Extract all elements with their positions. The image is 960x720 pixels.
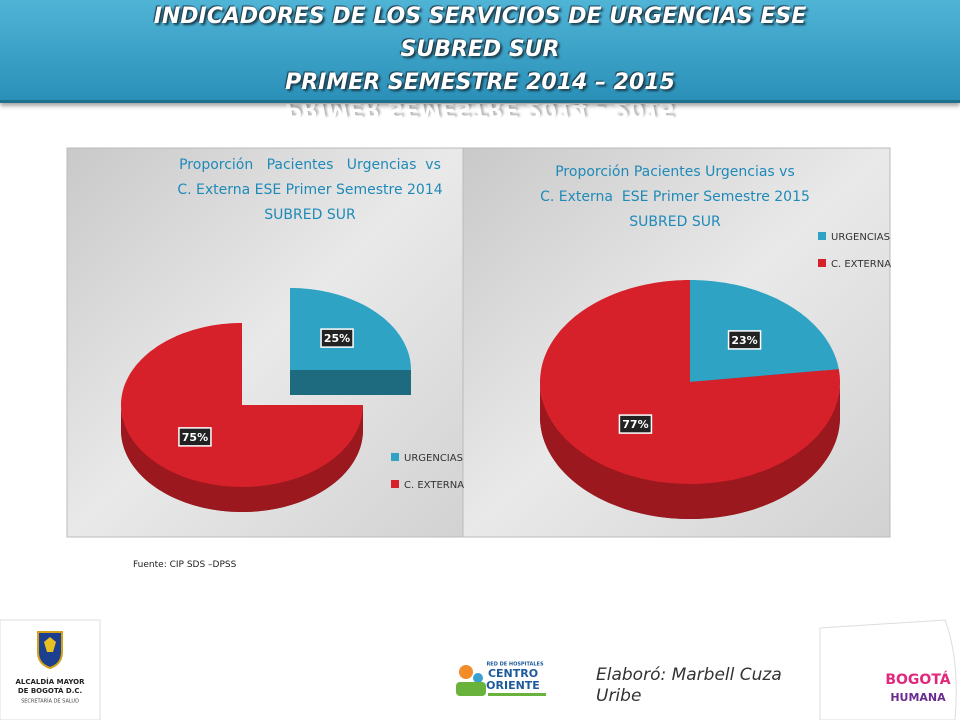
- chart-title: Proporción Pacientes Urgencias vs: [179, 157, 441, 173]
- chart-title: C. Externa ESE Primer Semestre 2015: [540, 189, 810, 205]
- plots: Proporción Pacientes Urgencias vs C. Exte…: [121, 157, 891, 519]
- logo-text: ORIENTE: [486, 679, 540, 692]
- eagle: [44, 637, 56, 652]
- data-label: 23%: [731, 334, 757, 347]
- legend-swatch: [818, 232, 826, 240]
- logo-text: CENTRO: [488, 667, 538, 680]
- chart-title: C. Externa ESE Primer Semestre 2014: [177, 182, 442, 198]
- logo-text: ALCALDÍA MAYOR: [15, 677, 85, 686]
- author: Elaboró: Marbell Cuza Uribe: [596, 665, 782, 707]
- data-label: 75%: [182, 431, 208, 444]
- logo-text: DE BOGOTÁ D.C.: [18, 686, 82, 695]
- logo-text: RED DE HOSPITALES: [486, 662, 544, 668]
- logo-text: HUMANA: [890, 691, 946, 704]
- legend-swatch: [391, 453, 399, 461]
- chart-title: Proporción Pacientes Urgencias vs: [555, 164, 795, 180]
- logo-figure: [473, 673, 483, 683]
- label-box: [320, 328, 354, 348]
- logo-box: [819, 619, 957, 720]
- logo-figure: [456, 682, 486, 696]
- legend-swatch: [818, 259, 826, 267]
- chart-title: SUBRED SUR: [629, 214, 721, 230]
- data-label: 25%: [324, 332, 350, 345]
- logo-figure: [459, 665, 473, 679]
- header-title: INDICADORES DE LOS SERVICIOS DE URGENCIA…: [153, 4, 807, 29]
- legend-label: URGENCIAS: [831, 232, 890, 243]
- author-line: Elaboró: Marbell Cuza: [596, 665, 782, 685]
- slice-cut: [290, 370, 411, 395]
- header-title: SUBRED SUR: [400, 37, 560, 62]
- chart-title: SUBRED SUR: [264, 207, 356, 223]
- slice-side: [121, 405, 363, 512]
- header-title: PRIMER SEMESTRE 2014 – 2015: [285, 70, 675, 95]
- author-line: Uribe: [596, 686, 642, 706]
- logo-bar: [488, 693, 546, 696]
- legend-label: C. EXTERNA: [831, 259, 891, 270]
- label-box: [178, 427, 212, 447]
- label-box: [727, 330, 762, 350]
- slice-side: [540, 382, 840, 519]
- source-note: Fuente: CIP SDS –DPSS: [133, 560, 237, 570]
- legend-label: C. EXTERNA: [404, 480, 464, 491]
- logo-text: BOGOTÁ: [885, 671, 950, 688]
- header: INDICADORES DE LOS SERVICIOS DE URGENCIA…: [0, 0, 960, 103]
- data-label: 77%: [622, 418, 648, 431]
- legend-swatch: [391, 480, 399, 488]
- logo-text: SECRETARÍA DE SALUD: [21, 698, 79, 705]
- slice: [690, 280, 839, 382]
- slice: [540, 280, 840, 484]
- label-box: [618, 414, 653, 434]
- legend-label: URGENCIAS: [404, 453, 463, 464]
